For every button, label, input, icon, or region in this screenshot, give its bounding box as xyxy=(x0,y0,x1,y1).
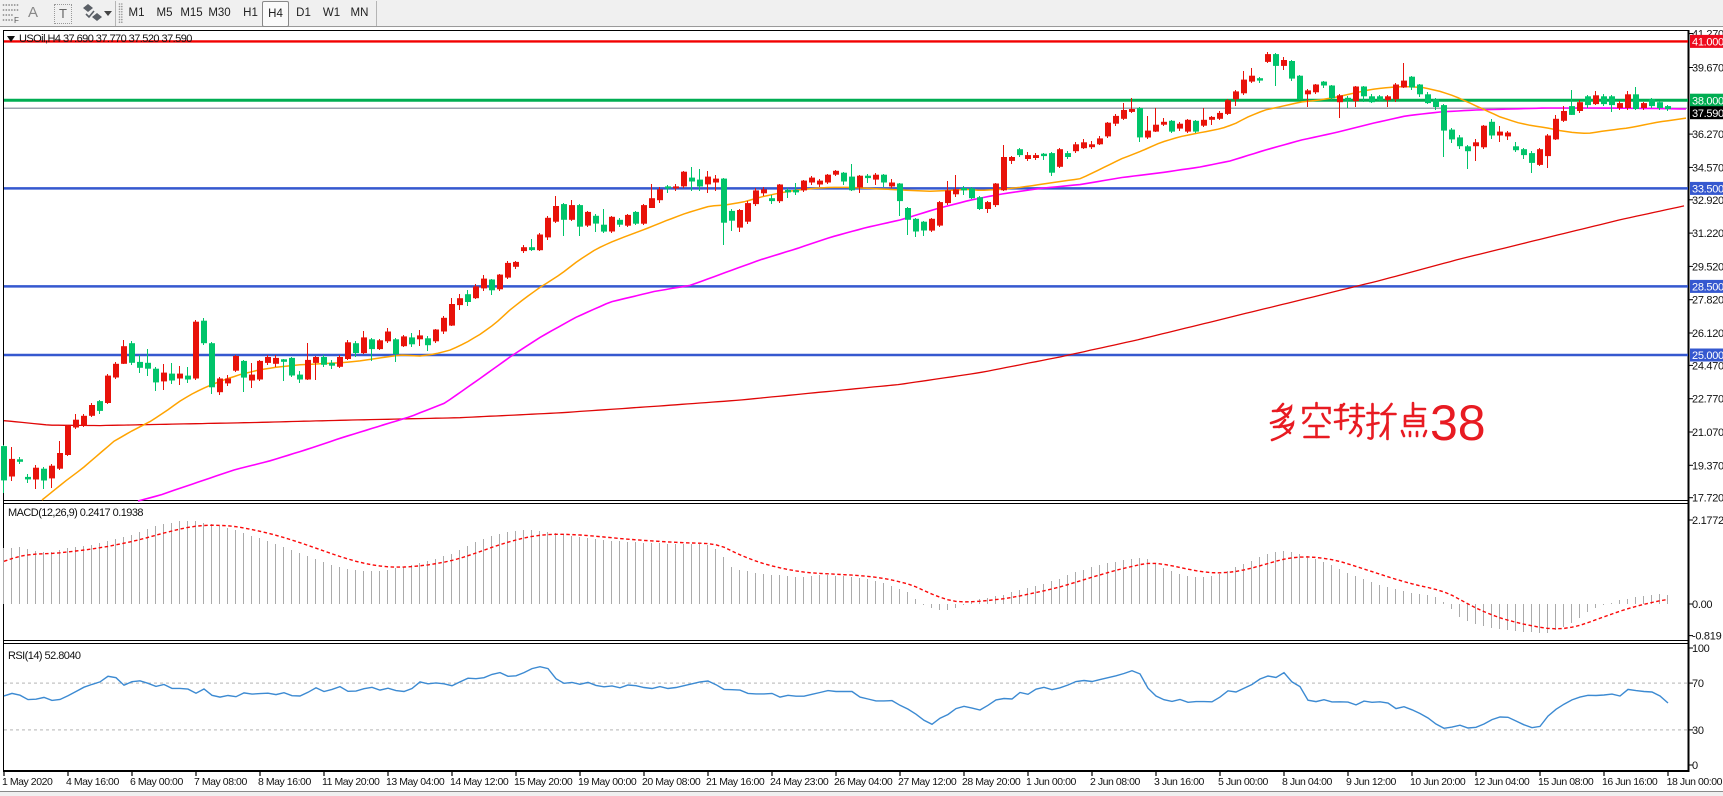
svg-text:38.000: 38.000 xyxy=(1692,95,1723,107)
svg-text:2 Jun 08:00: 2 Jun 08:00 xyxy=(1090,776,1141,788)
svg-text:21 May 16:00: 21 May 16:00 xyxy=(706,776,765,788)
svg-text:32.920: 32.920 xyxy=(1692,195,1723,207)
svg-text:17.720: 17.720 xyxy=(1692,493,1723,505)
svg-text:36.270: 36.270 xyxy=(1692,129,1723,141)
svg-text:0.00: 0.00 xyxy=(1692,599,1712,611)
svg-text:30: 30 xyxy=(1692,725,1704,737)
svg-text:16 Jun 16:00: 16 Jun 16:00 xyxy=(1602,776,1658,788)
svg-text:33.500: 33.500 xyxy=(1692,184,1723,196)
svg-text:27 May 12:00: 27 May 12:00 xyxy=(898,776,957,788)
svg-text:USOil,H4 37.690 37.770 37.520: USOil,H4 37.690 37.770 37.520 37.590 xyxy=(19,33,192,45)
svg-text:19 May 00:00: 19 May 00:00 xyxy=(578,776,637,788)
svg-text:15 Jun 08:00: 15 Jun 08:00 xyxy=(1538,776,1594,788)
svg-text:25.000: 25.000 xyxy=(1692,350,1723,362)
svg-text:41.000: 41.000 xyxy=(1692,37,1723,49)
svg-text:5 Jun 00:00: 5 Jun 00:00 xyxy=(1218,776,1269,788)
svg-text:MACD(12,26,9) 0.2417 0.1938: MACD(12,26,9) 0.2417 0.1938 xyxy=(8,507,143,519)
svg-text:15 May 20:00: 15 May 20:00 xyxy=(514,776,573,788)
svg-text:31.220: 31.220 xyxy=(1692,228,1723,240)
svg-text:10 Jun 20:00: 10 Jun 20:00 xyxy=(1410,776,1466,788)
svg-text:0: 0 xyxy=(1692,760,1698,772)
svg-text:13 May 04:00: 13 May 04:00 xyxy=(386,776,445,788)
svg-text:9 Jun 12:00: 9 Jun 12:00 xyxy=(1346,776,1397,788)
svg-text:8 May 16:00: 8 May 16:00 xyxy=(258,776,311,788)
svg-text:RSI(14) 52.8040: RSI(14) 52.8040 xyxy=(8,650,81,662)
svg-text:3 Jun 16:00: 3 Jun 16:00 xyxy=(1154,776,1205,788)
svg-text:26 May 04:00: 26 May 04:00 xyxy=(834,776,893,788)
svg-text:28 May 20:00: 28 May 20:00 xyxy=(962,776,1021,788)
svg-text:100: 100 xyxy=(1692,643,1710,655)
svg-text:38: 38 xyxy=(1430,395,1486,451)
svg-text:39.670: 39.670 xyxy=(1692,63,1723,75)
svg-text:7 May 08:00: 7 May 08:00 xyxy=(194,776,247,788)
svg-text:19.370: 19.370 xyxy=(1692,460,1723,472)
svg-text:28.500: 28.500 xyxy=(1692,282,1723,294)
svg-text:4 May 16:00: 4 May 16:00 xyxy=(66,776,119,788)
svg-text:37.590: 37.590 xyxy=(1692,108,1723,120)
svg-text:22.770: 22.770 xyxy=(1692,394,1723,406)
svg-text:24.470: 24.470 xyxy=(1692,360,1723,372)
svg-text:1 Jun 00:00: 1 Jun 00:00 xyxy=(1026,776,1077,788)
svg-text:26.120: 26.120 xyxy=(1692,328,1723,340)
svg-text:14 May 12:00: 14 May 12:00 xyxy=(450,776,509,788)
svg-text:11 May 20:00: 11 May 20:00 xyxy=(322,776,380,788)
svg-text:1 May 2020: 1 May 2020 xyxy=(2,776,53,788)
svg-text:12 Jun 04:00: 12 Jun 04:00 xyxy=(1474,776,1530,788)
svg-text:34.570: 34.570 xyxy=(1692,162,1723,174)
svg-text:24 May 23:00: 24 May 23:00 xyxy=(770,776,829,788)
svg-text:27.820: 27.820 xyxy=(1692,295,1723,307)
svg-text:18 Jun 00:00: 18 Jun 00:00 xyxy=(1667,776,1723,788)
svg-text:F: F xyxy=(14,16,19,25)
svg-text:-0.819: -0.819 xyxy=(1692,631,1722,643)
svg-text:70: 70 xyxy=(1692,678,1704,690)
svg-text:6 May 00:00: 6 May 00:00 xyxy=(130,776,183,788)
svg-text:2.1772: 2.1772 xyxy=(1692,515,1723,527)
svg-text:8 Jun 04:00: 8 Jun 04:00 xyxy=(1282,776,1333,788)
svg-text:21.070: 21.070 xyxy=(1692,427,1723,439)
svg-text:29.520: 29.520 xyxy=(1692,261,1723,273)
svg-text:20 May 08:00: 20 May 08:00 xyxy=(642,776,701,788)
